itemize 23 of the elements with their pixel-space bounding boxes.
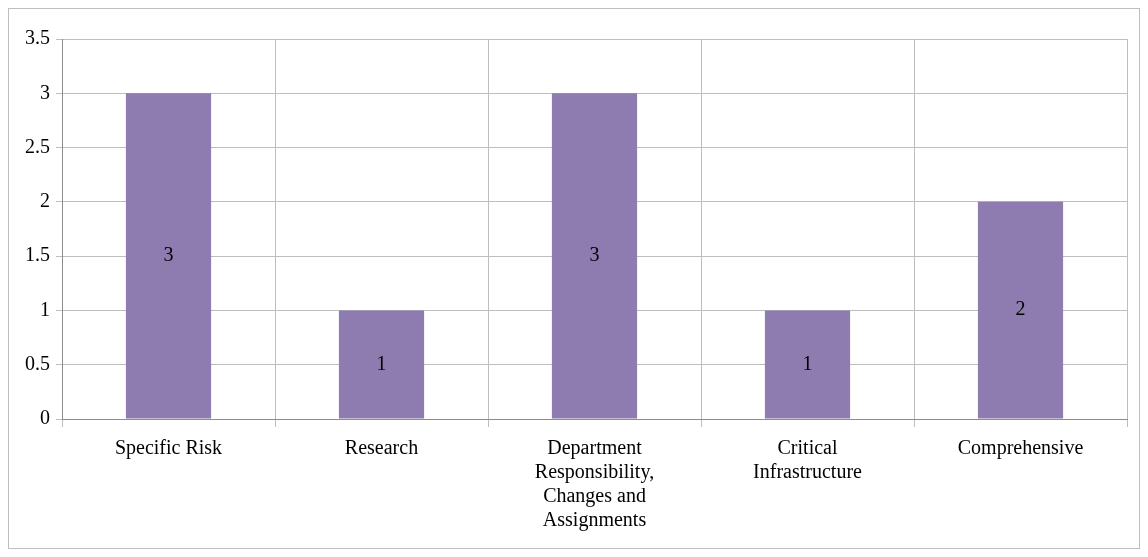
x-tick-label: Critical Infrastructure [753,436,863,483]
data-label: 1 [802,351,813,374]
x-tick-label: Department Responsibility, Changes and Assignments [534,436,655,532]
bar [125,93,212,419]
x-tick-label: Comprehensive [957,436,1084,460]
data-label: 2 [1015,297,1026,320]
y-tick-label: 0 [40,406,50,429]
y-tick-label: 2.5 [25,134,50,157]
y-tick-label: 1.5 [25,243,50,266]
y-tick-label: 2 [40,189,50,212]
bar [551,93,638,419]
bar [977,201,1064,419]
bar [338,310,425,419]
x-tick-label: Specific Risk [114,436,223,460]
y-tick-label: 1 [40,297,50,320]
data-label: 3 [589,243,600,266]
x-tick-label: Research [344,436,419,459]
data-label: 1 [376,351,387,374]
bar [764,310,851,419]
data-label: 3 [163,243,174,266]
y-tick-label: 3.5 [25,26,50,49]
y-tick-label: 3 [40,80,50,103]
y-tick-label: 0.5 [25,351,50,374]
